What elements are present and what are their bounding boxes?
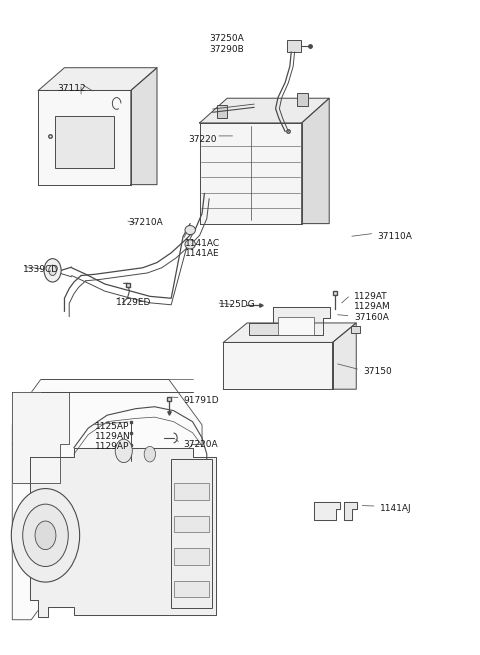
Text: 1129AN: 1129AN <box>96 432 131 441</box>
Text: 37220A: 37220A <box>183 440 218 449</box>
Polygon shape <box>301 98 329 223</box>
Polygon shape <box>223 343 333 389</box>
Bar <box>297 92 308 105</box>
Polygon shape <box>131 67 157 185</box>
Polygon shape <box>38 90 131 185</box>
Ellipse shape <box>185 240 195 249</box>
Polygon shape <box>333 323 356 389</box>
Text: 1141AC: 1141AC <box>185 238 221 248</box>
Bar <box>174 548 209 565</box>
Text: 91791D: 91791D <box>183 396 219 405</box>
Text: 37290B: 37290B <box>209 45 244 54</box>
Polygon shape <box>200 123 301 223</box>
Text: 1129ED: 1129ED <box>116 298 151 307</box>
Polygon shape <box>30 447 216 616</box>
Text: 37220: 37220 <box>188 135 216 143</box>
Text: 37160A: 37160A <box>354 313 389 322</box>
Bar <box>174 516 209 532</box>
Text: 37210A: 37210A <box>129 218 163 227</box>
Text: 1129AM: 1129AM <box>354 302 391 311</box>
Bar <box>351 326 360 333</box>
Text: 1129AP: 1129AP <box>96 443 130 451</box>
Text: 1125AP: 1125AP <box>96 422 130 431</box>
Circle shape <box>35 521 56 550</box>
Text: 37110A: 37110A <box>378 232 412 241</box>
Circle shape <box>44 259 61 282</box>
Polygon shape <box>200 98 329 123</box>
Bar <box>278 317 313 335</box>
Bar <box>288 41 301 52</box>
Text: 1141AJ: 1141AJ <box>380 504 411 513</box>
Ellipse shape <box>185 225 195 234</box>
Bar <box>217 105 228 118</box>
Polygon shape <box>12 392 69 483</box>
Polygon shape <box>344 502 357 519</box>
Polygon shape <box>38 67 157 90</box>
Bar <box>171 458 212 608</box>
Bar <box>174 483 209 500</box>
Text: 1129AT: 1129AT <box>354 292 387 301</box>
Circle shape <box>144 446 156 462</box>
Circle shape <box>49 265 56 276</box>
Text: 1125DG: 1125DG <box>219 300 255 309</box>
Text: 37112: 37112 <box>57 84 86 93</box>
Text: 1339CD: 1339CD <box>23 265 59 274</box>
Bar <box>250 323 297 335</box>
Polygon shape <box>313 502 340 519</box>
Text: 37250A: 37250A <box>209 34 244 43</box>
Bar <box>55 117 114 168</box>
Polygon shape <box>12 379 202 620</box>
Polygon shape <box>273 307 330 335</box>
Polygon shape <box>223 323 356 343</box>
Text: 1141AE: 1141AE <box>185 249 220 258</box>
Circle shape <box>115 440 132 462</box>
Bar <box>174 581 209 597</box>
Circle shape <box>12 489 80 582</box>
Text: 37150: 37150 <box>363 367 392 376</box>
Circle shape <box>23 504 68 567</box>
